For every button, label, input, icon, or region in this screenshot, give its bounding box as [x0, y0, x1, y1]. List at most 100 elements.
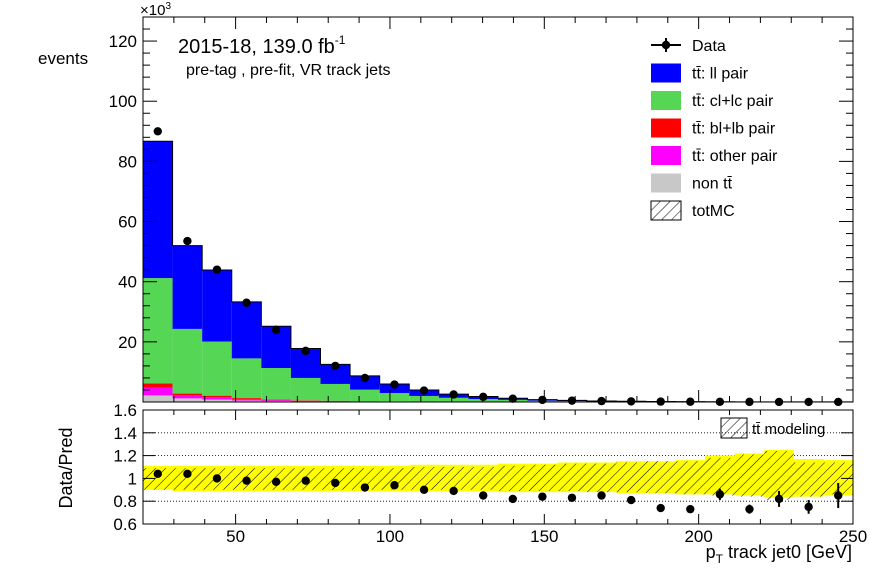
- x-axis-label: pT track jet0 [GeV]: [706, 542, 852, 566]
- chart-subtitle: pre-tag , pre-fit, VR track jets: [186, 62, 391, 79]
- data-point: [538, 396, 546, 404]
- bar-tt-bl-lb-pair: [261, 400, 291, 401]
- bar-tt-other-pair: [173, 395, 203, 398]
- data-point: [302, 347, 310, 355]
- bar-tt-bl-lb-pair: [202, 396, 232, 398]
- ratio-legend-hatch-swatch: [721, 418, 747, 438]
- ratio-point: [242, 476, 250, 484]
- data-point: [479, 393, 487, 401]
- data-point: [390, 380, 398, 388]
- ratio-point: [420, 486, 428, 494]
- legend-swatch-other: [651, 146, 681, 165]
- ratio-legend-label: tt̄ modeling: [752, 421, 825, 438]
- ratio-point: [479, 491, 487, 499]
- ratio-point: [183, 470, 191, 478]
- ratio-y-tick-label: 1.2: [113, 447, 137, 466]
- chart-title: 2015-18, 139.0 fb-1: [178, 33, 346, 58]
- bar-tt-cl-lc-pair: [409, 396, 439, 402]
- ratio-point: [361, 483, 369, 491]
- ratio-point: [509, 495, 517, 503]
- ratio-point: [716, 490, 724, 498]
- hatched-modeling-band: [143, 451, 853, 500]
- bar-non-tt-: [143, 395, 173, 402]
- data-point: [242, 299, 250, 307]
- uncertainty-band: [143, 450, 853, 500]
- ratio-point: [597, 491, 605, 499]
- stacked-histogram: [143, 141, 853, 402]
- bar-tt-ll-pair: [173, 246, 203, 329]
- legend-label-bl: tt̄: bl+lb pair: [692, 121, 776, 138]
- ratio-point: [568, 494, 576, 502]
- ratio-y-tick-label: 0.6: [113, 515, 137, 534]
- ratio-point: [538, 492, 546, 500]
- y-tick-label: 60: [118, 213, 137, 232]
- ratio-y-tick-label: 0.8: [113, 492, 137, 511]
- ratio-point: [834, 491, 842, 499]
- legend-label-other: tt̄: other pair: [692, 148, 778, 165]
- legend-label-data: Data: [692, 38, 726, 55]
- y-tick-label: 20: [118, 333, 137, 352]
- data-point: [213, 265, 221, 273]
- ratio-point: [804, 503, 812, 511]
- y-axis-label: events: [38, 49, 88, 68]
- legend: Data tt̄: ll pair tt̄: cl+lc pair tt̄: bl+l…: [651, 38, 778, 220]
- bar-tt-bl-lb-pair: [143, 383, 173, 388]
- data-point: [597, 397, 605, 405]
- data-point: [627, 397, 635, 405]
- data-point: [449, 390, 457, 398]
- ratio-point: [331, 479, 339, 487]
- y-tick-label: 40: [118, 273, 137, 292]
- legend-label-totmc: totMC: [692, 203, 735, 220]
- ratio-point: [449, 487, 457, 495]
- ratio-point: [775, 495, 783, 503]
- bar-tt-ll-pair: [202, 270, 232, 342]
- ratio-point: [154, 470, 162, 478]
- data-point: [272, 326, 280, 334]
- data-point: [331, 362, 339, 370]
- bar-tt-other-pair: [143, 388, 173, 396]
- ratio-y-axis-label: Data/Pred: [56, 427, 76, 508]
- ratio-y-tick-label: 1.6: [113, 401, 137, 420]
- x-tick-label: 100: [376, 527, 404, 546]
- ratio-point: [272, 478, 280, 486]
- x-tick-label: 150: [530, 527, 558, 546]
- bar-tt-other-pair: [291, 401, 321, 402]
- legend-label-ll: tt̄: ll pair: [692, 66, 749, 83]
- legend-swatch-bl: [651, 119, 681, 138]
- ratio-point: [657, 504, 665, 512]
- ratio-point: [390, 481, 398, 489]
- bar-tt-cl-lc-pair: [261, 368, 291, 400]
- legend-swatch-ll: [651, 64, 681, 83]
- y-multiplier: ×103: [140, 1, 171, 19]
- data-point: [183, 237, 191, 245]
- bar-tt-cl-lc-pair: [232, 358, 262, 398]
- ratio-y-tick-label: 1.4: [113, 424, 137, 443]
- x-tick-label: 50: [226, 527, 245, 546]
- legend-swatch-nontt: [651, 174, 681, 193]
- bar-tt-cl-lc-pair: [380, 393, 410, 401]
- ratio-point: [627, 496, 635, 504]
- ratio-point: [213, 474, 221, 482]
- bar-tt-cl-lc-pair: [291, 378, 321, 400]
- legend-label-cl: tt̄: cl+lc pair: [692, 93, 774, 110]
- bar-tt-cl-lc-pair: [350, 390, 380, 402]
- y-tick-label: 80: [118, 152, 137, 171]
- ratio-y-tick-label: 1: [128, 469, 137, 488]
- ratio-point: [686, 505, 694, 513]
- bar-tt-other-pair: [261, 400, 291, 401]
- y-tick-label: 120: [109, 32, 137, 51]
- bar-tt-ll-pair: [232, 302, 262, 359]
- legend-marker-dot: [662, 41, 670, 49]
- bar-non-tt-: [173, 398, 203, 402]
- legend-label-nontt: non tt̄: [692, 176, 733, 193]
- bar-tt-other-pair: [202, 397, 232, 399]
- ratio-point: [302, 476, 310, 484]
- data-point: [361, 374, 369, 382]
- data-point: [420, 386, 428, 394]
- data-point: [154, 127, 162, 135]
- ratio-point: [745, 505, 753, 513]
- bar-tt-other-pair: [232, 399, 262, 401]
